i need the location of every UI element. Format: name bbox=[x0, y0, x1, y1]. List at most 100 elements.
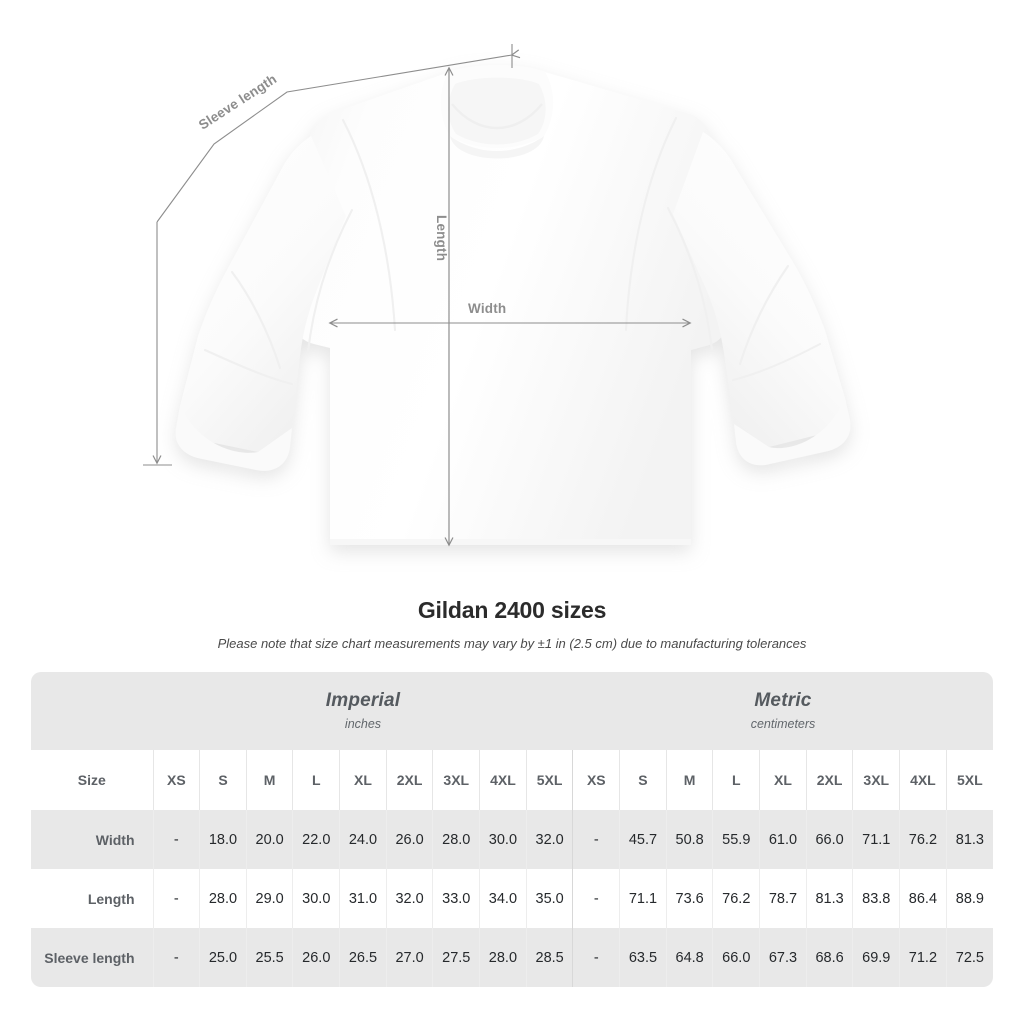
size-header-metric-l: L bbox=[712, 750, 760, 810]
cell-sleeve-length-metric-s: 63.5 bbox=[619, 928, 667, 987]
shirt-garment bbox=[175, 65, 851, 545]
size-header-metric-4xl: 4XL bbox=[899, 750, 947, 810]
unit-header-metric: Metric centimeters bbox=[572, 672, 993, 750]
shirt-right-sleeve bbox=[673, 132, 847, 449]
size-header-imperial-xs: XS bbox=[152, 750, 200, 810]
size-header-imperial-l: L bbox=[292, 750, 340, 810]
cell-length-metric-s: 71.1 bbox=[619, 869, 667, 928]
size-chart-table: Imperial inches Metric centimeters Size XS S M L… bbox=[31, 672, 993, 987]
cell-sleeve-length-imperial-xs: - bbox=[152, 928, 200, 987]
cell-length-metric-m: 73.6 bbox=[665, 869, 713, 928]
table-row: Length -28.0 29.0 30.0 31.0 32.0 33.0 34.0 35.0-… bbox=[31, 869, 993, 928]
cell-width-metric-s: 45.7 bbox=[619, 810, 667, 869]
garment-illustration: Sleeve length Length Width bbox=[143, 44, 851, 547]
row-header-length: Length bbox=[31, 869, 153, 928]
cell-length-imperial-3xl: 33.0 bbox=[432, 869, 480, 928]
unit-header-row: Imperial inches Metric centimeters bbox=[31, 672, 993, 750]
shirt-body bbox=[292, 65, 729, 545]
cell-length-metric-2xl: 81.3 bbox=[805, 869, 853, 928]
cell-sleeve-length-metric-2xl: 68.6 bbox=[805, 928, 853, 987]
cell-width-imperial-xs: - bbox=[152, 810, 200, 869]
cell-length-metric-xs: - bbox=[572, 869, 620, 928]
cell-length-imperial-m: 29.0 bbox=[245, 869, 293, 928]
cell-length-metric-xl: 78.7 bbox=[759, 869, 807, 928]
size-header-imperial-3xl: 3XL bbox=[432, 750, 480, 810]
width-label: Width bbox=[468, 301, 507, 316]
cell-width-metric-3xl: 71.1 bbox=[852, 810, 900, 869]
cell-width-imperial-5xl: 32.0 bbox=[525, 810, 573, 869]
cell-sleeve-length-metric-xl: 67.3 bbox=[759, 928, 807, 987]
cell-length-metric-4xl: 86.4 bbox=[899, 869, 947, 928]
cell-length-metric-l: 76.2 bbox=[712, 869, 760, 928]
size-header-imperial-s: S bbox=[199, 750, 247, 810]
cell-width-metric-xl: 61.0 bbox=[759, 810, 807, 869]
cell-length-imperial-l: 30.0 bbox=[292, 869, 340, 928]
cell-length-imperial-s: 28.0 bbox=[199, 869, 247, 928]
cell-sleeve-length-metric-5xl: 72.5 bbox=[945, 928, 993, 987]
size-chart-table-wrapper: Imperial inches Metric centimeters Size XS S M L… bbox=[31, 672, 993, 987]
table-row: Sleeve length -25.0 25.5 26.0 26.5 27.0 27.5 28… bbox=[31, 928, 993, 987]
unit-header-imperial: Imperial inches bbox=[153, 672, 573, 750]
cell-length-metric-3xl: 83.8 bbox=[852, 869, 900, 928]
size-header-imperial-m: M bbox=[245, 750, 293, 810]
cell-width-imperial-3xl: 28.0 bbox=[432, 810, 480, 869]
cell-length-imperial-xl: 31.0 bbox=[339, 869, 387, 928]
sleeve-length-dimension bbox=[143, 44, 521, 466]
cell-width-imperial-2xl: 26.0 bbox=[385, 810, 433, 869]
cell-length-metric-5xl: 88.9 bbox=[945, 869, 993, 928]
row-header-width: Width bbox=[31, 810, 153, 869]
size-header-metric-xs: XS bbox=[572, 750, 620, 810]
size-header-imperial-4xl: 4XL bbox=[479, 750, 527, 810]
shirt-left-sleeve bbox=[179, 136, 346, 453]
cell-sleeve-length-imperial-s: 25.0 bbox=[199, 928, 247, 987]
cell-width-imperial-l: 22.0 bbox=[292, 810, 340, 869]
cell-width-metric-xs: - bbox=[572, 810, 620, 869]
cell-sleeve-length-imperial-5xl: 28.5 bbox=[525, 928, 573, 987]
cell-sleeve-length-imperial-4xl: 28.0 bbox=[479, 928, 527, 987]
cell-width-imperial-xl: 24.0 bbox=[339, 810, 387, 869]
size-header-imperial-xl: XL bbox=[339, 750, 387, 810]
cell-sleeve-length-metric-l: 66.0 bbox=[712, 928, 760, 987]
shirt-hem bbox=[330, 539, 691, 545]
shirt-right-cuff bbox=[734, 398, 851, 466]
cell-length-imperial-2xl: 32.0 bbox=[385, 869, 433, 928]
cell-width-metric-2xl: 66.0 bbox=[805, 810, 853, 869]
cell-sleeve-length-metric-3xl: 69.9 bbox=[852, 928, 900, 987]
cell-sleeve-length-imperial-2xl: 27.0 bbox=[385, 928, 433, 987]
size-column-header: Size bbox=[31, 750, 153, 810]
cell-width-imperial-4xl: 30.0 bbox=[479, 810, 527, 869]
shirt-collar-inner bbox=[448, 77, 546, 145]
cell-length-imperial-xs: - bbox=[152, 869, 200, 928]
shirt-diagram-svg bbox=[143, 44, 851, 547]
size-header-metric-m: M bbox=[665, 750, 713, 810]
length-label: Length bbox=[434, 215, 449, 262]
dimension-lines bbox=[143, 44, 692, 547]
size-header-metric-2xl: 2XL bbox=[805, 750, 853, 810]
cell-sleeve-length-metric-m: 64.8 bbox=[665, 928, 713, 987]
table-row: Width -18.0 20.0 22.0 24.0 26.0 28.0 30.0 32.0-4… bbox=[31, 810, 993, 869]
cell-width-metric-m: 50.8 bbox=[665, 810, 713, 869]
unit-subtitle: centimeters bbox=[750, 717, 816, 732]
cell-width-imperial-m: 20.0 bbox=[245, 810, 293, 869]
cell-width-metric-4xl: 76.2 bbox=[899, 810, 947, 869]
size-header-row: Size XS S M L XL 2XL 3XL 4XL 5XL XS S M L XL 2XL 3XL 4XL 5… bbox=[31, 750, 993, 810]
cell-sleeve-length-imperial-m: 25.5 bbox=[245, 928, 293, 987]
cell-sleeve-length-metric-xs: - bbox=[572, 928, 620, 987]
size-header-imperial-2xl: 2XL bbox=[385, 750, 433, 810]
cell-length-imperial-4xl: 34.0 bbox=[479, 869, 527, 928]
size-header-metric-5xl: 5XL bbox=[945, 750, 993, 810]
shirt-fold-lines bbox=[203, 116, 822, 386]
page-title: Gildan 2400 sizes bbox=[417, 597, 607, 623]
row-header-sleeve-length: Sleeve length bbox=[31, 928, 153, 987]
shirt-collar-rib bbox=[451, 103, 543, 130]
title-block: Gildan 2400 sizes Please note that size … bbox=[0, 595, 1024, 652]
size-header-metric-s: S bbox=[619, 750, 667, 810]
cell-sleeve-length-imperial-3xl: 27.5 bbox=[432, 928, 480, 987]
size-header-metric-xl: XL bbox=[759, 750, 807, 810]
cell-width-metric-5xl: 81.3 bbox=[945, 810, 993, 869]
tolerance-note: Please note that size chart measurements… bbox=[217, 636, 807, 651]
unit-name: Imperial bbox=[325, 690, 401, 712]
cell-width-metric-l: 55.9 bbox=[712, 810, 760, 869]
unit-row-spacer bbox=[31, 672, 153, 750]
cell-length-imperial-5xl: 35.0 bbox=[525, 869, 573, 928]
